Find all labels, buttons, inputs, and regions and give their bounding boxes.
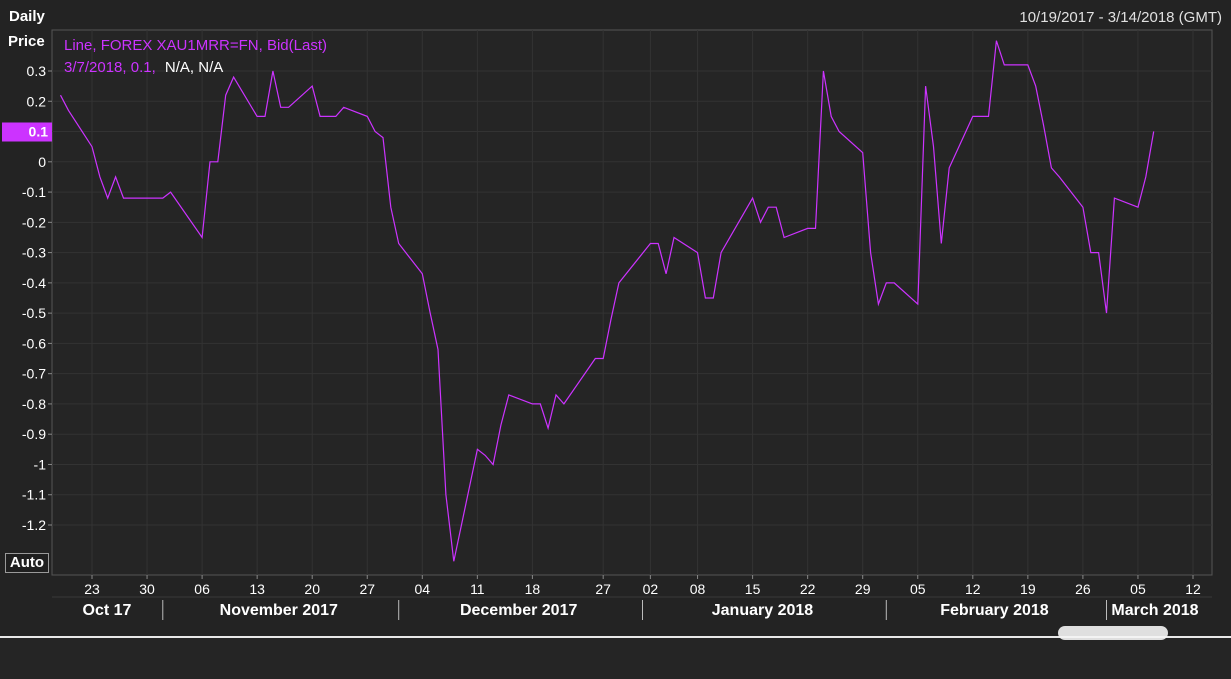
x-tick-label: 22: [800, 581, 816, 597]
y-tick-label: -0.5: [22, 305, 46, 321]
x-tick-label: 11: [470, 581, 485, 597]
x-tick-label: 04: [415, 581, 431, 597]
y-axis: 0.3 0.2 0 -0.1 -0.2 -0.3 -0.4 -0.5 -0.6 -0.7 -0.8 -…: [22, 63, 52, 533]
x-tick-label: 08: [690, 581, 706, 597]
watermark-blur: [1058, 626, 1168, 640]
x-tick-label: 23: [84, 581, 100, 597]
auto-scale-button[interactable]: Auto: [5, 553, 49, 573]
legend-readout-main: 3/7/2018, 0.1,: [64, 59, 156, 76]
month-label: February 2018: [940, 602, 1049, 619]
x-tick-label: 18: [525, 581, 541, 597]
x-tick-label: 20: [304, 581, 320, 597]
legend-readout-na: N/A, N/A: [165, 59, 223, 76]
legend-readout: 3/7/2018, 0.1, N/A, N/A: [64, 59, 223, 76]
x-tick-label: 05: [1130, 581, 1146, 597]
x-tick-label: 19: [1020, 581, 1036, 597]
y-tick-label: -0.1: [22, 184, 46, 200]
y-tick-label: -1.2: [22, 517, 46, 533]
y-tick-label: -1: [34, 456, 47, 472]
y-tick-label: -1.1: [22, 487, 46, 503]
y-axis-title: Price: [8, 33, 45, 50]
legend-series: Line, FOREX XAU1MRR=FN, Bid(Last): [64, 37, 327, 54]
month-label: Oct 17: [83, 602, 132, 619]
month-label: March 2018: [1111, 602, 1198, 619]
y-tick-label: -0.9: [22, 426, 46, 442]
y-tick-label: 0: [38, 154, 46, 170]
x-tick-label: 15: [745, 581, 761, 597]
x-tick-label: 26: [1075, 581, 1091, 597]
y-tick-label: -0.2: [22, 214, 46, 230]
x-tick-label: 29: [855, 581, 871, 597]
current-value-marker: [2, 122, 52, 142]
x-tick-label: 12: [1185, 581, 1201, 597]
x-tick-label: 12: [965, 581, 981, 597]
x-tick-label: 27: [595, 581, 611, 597]
y-tick-label: -0.4: [22, 275, 46, 291]
month-label: January 2018: [712, 602, 814, 619]
y-tick-label: 0.2: [27, 93, 47, 109]
footer-strip: [0, 638, 1231, 679]
date-range-label: 10/19/2017 - 3/14/2018 (GMT): [1019, 9, 1222, 26]
x-tick-label: 02: [643, 581, 659, 597]
x-tick-label: 30: [139, 581, 155, 597]
frequency-label: Daily: [9, 8, 46, 25]
grid-lines: [52, 30, 1212, 575]
month-label: December 2017: [460, 602, 578, 619]
y-tick-label: 0.3: [27, 63, 47, 79]
x-tick-label: 27: [359, 581, 375, 597]
plot-area[interactable]: [51, 29, 1213, 576]
x-tick-label: 06: [194, 581, 210, 597]
x-tick-label: 05: [910, 581, 926, 597]
x-axis: 23 30 06 13 20 27 04 11 18 27 02 08 15 22 29 05 12 19 26 05…: [84, 575, 1201, 597]
y-tick-label: -0.8: [22, 396, 46, 412]
month-label: November 2017: [220, 602, 338, 619]
y-tick-label: -0.7: [22, 366, 46, 382]
x-tick-label: 13: [249, 581, 265, 597]
current-value-label: 0.1: [29, 124, 49, 140]
y-tick-label: -0.6: [22, 335, 46, 351]
y-tick-label: -0.3: [22, 245, 46, 261]
footer-divider: [0, 636, 1231, 638]
series-line-xau1mrr[interactable]: [59, 40, 1155, 562]
month-axis: Oct 17 November 2017 December 2017 January …: [83, 600, 1199, 620]
